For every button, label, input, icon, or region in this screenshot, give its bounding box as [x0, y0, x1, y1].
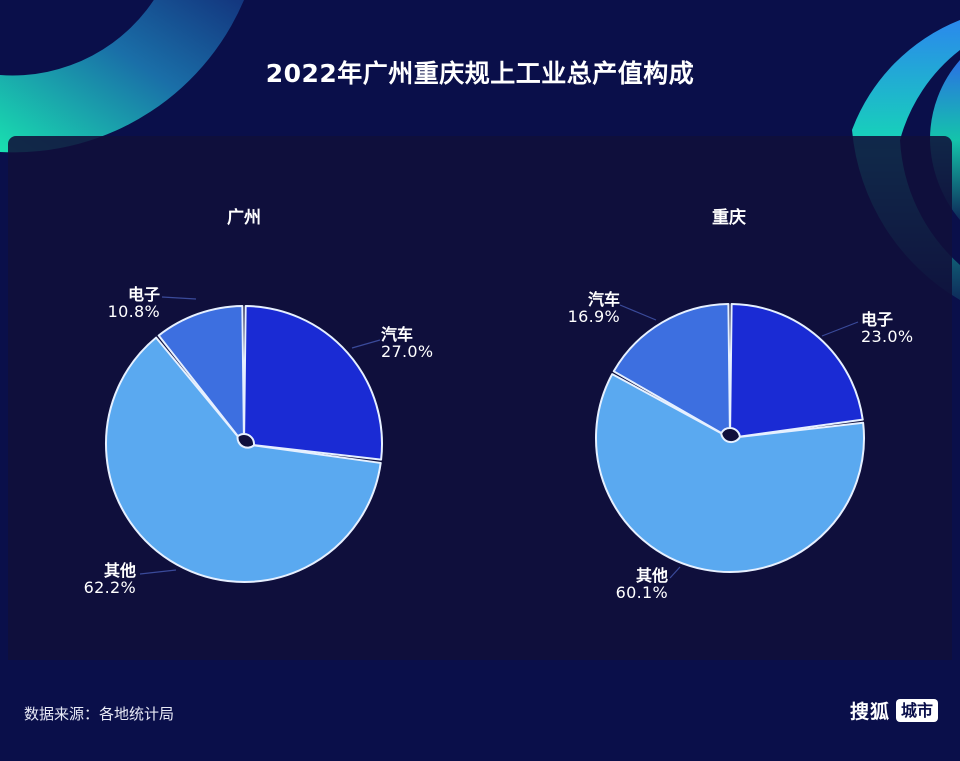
- label-guangzhou-other: 其他 62.2%: [83, 561, 136, 597]
- label-chongqing-auto: 汽车 16.9%: [567, 290, 620, 326]
- leader-line: [161, 296, 197, 300]
- pie-1: [595, 303, 865, 579]
- brand-tag: 城市: [895, 699, 938, 722]
- label-chongqing-other: 其他 60.1%: [615, 566, 668, 602]
- brand-name: 搜狐: [849, 701, 890, 723]
- pie-slice: [157, 305, 245, 438]
- data-source: 数据来源：各地统计局: [24, 705, 175, 723]
- pie-slice: [243, 305, 383, 461]
- brand-logo: 搜狐 城市: [850, 697, 938, 724]
- pie-slice: [729, 303, 864, 438]
- page-title: 2022年广州重庆规上工业总产值构成: [265, 59, 695, 88]
- leader-line: [351, 339, 381, 349]
- pie-slice: [612, 303, 731, 435]
- chart-title-chongqing: 重庆: [712, 208, 746, 228]
- label-guangzhou-electronics: 电子 10.8%: [107, 285, 160, 321]
- chart-title-guangzhou: 广州: [227, 208, 261, 228]
- pie-0: [105, 296, 383, 583]
- leader-line: [669, 566, 681, 579]
- leader-line: [619, 304, 657, 321]
- leader-line: [139, 569, 177, 575]
- label-chongqing-electronics: 电子 23.0%: [861, 310, 914, 346]
- leader-line: [821, 321, 859, 337]
- left-arc-icon: [0, 0, 244, 153]
- label-guangzhou-auto: 汽车 27.0%: [381, 325, 434, 361]
